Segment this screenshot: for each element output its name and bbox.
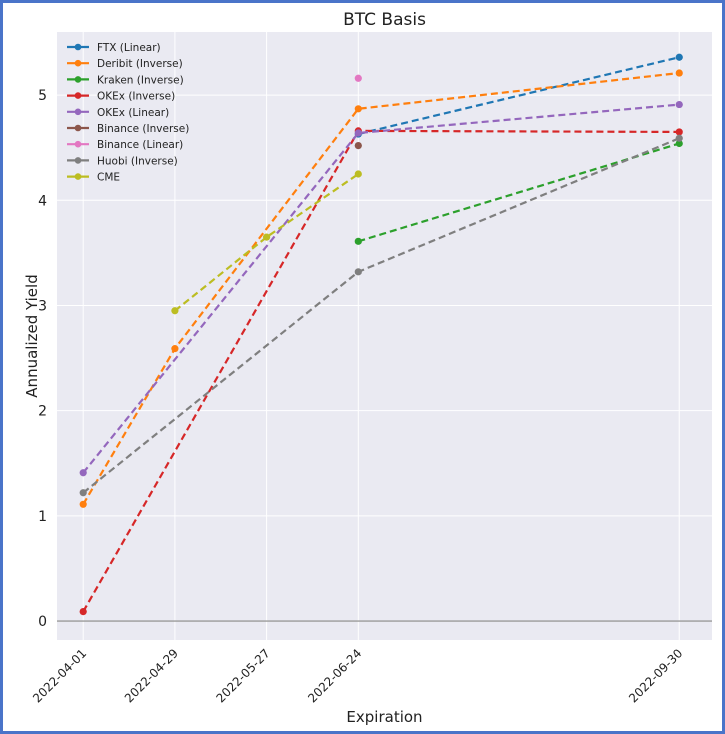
legend-label-binance-linear: Binance (Linear) [97, 139, 183, 151]
legend-marker-ftx-linear [74, 43, 82, 51]
data-point-huobi-inverse [675, 134, 683, 142]
series-line-deribit-inverse [82, 71, 680, 505]
x-tick-label: 2022-04-01 [30, 646, 89, 705]
series-line-okex-linear [82, 103, 680, 474]
data-point-huobi-inverse [79, 489, 87, 497]
data-point-deribit-inverse [171, 345, 179, 353]
legend-marker-cme [74, 173, 82, 180]
data-point-okex-linear [79, 469, 87, 477]
legend-label-deribit-inverse: Deribit (Inverse) [97, 58, 183, 70]
y-axis-label: Annualized Yield [23, 274, 41, 397]
data-point-deribit-inverse [79, 500, 87, 508]
series-line-cme [174, 173, 359, 312]
data-point-kraken-inverse [675, 139, 683, 148]
plot-area [57, 32, 712, 640]
series-line-ftx-linear [358, 56, 680, 136]
legend-label-okex-linear: OKEx (Linear) [97, 107, 169, 119]
data-point-kraken-inverse [354, 237, 362, 245]
data-point-okex-linear [354, 129, 362, 137]
legend-marker-kraken-inverse [74, 76, 82, 83]
legend-label-binance-inverse: Binance (Inverse) [97, 123, 189, 135]
chart-title: BTC Basis [343, 10, 426, 30]
legend-label-okex-inverse: OKEx (Inverse) [97, 91, 175, 103]
y-tick-label: 5 [38, 88, 47, 104]
legend-marker-okex-linear [74, 108, 82, 116]
y-tick-label: 2 [38, 404, 47, 420]
x-tick-label: 2022-09-30 [626, 646, 685, 705]
legend-label-ftx-linear: FTX (Linear) [97, 42, 161, 54]
legend-marker-binance-linear [74, 140, 82, 148]
legend-marker-okex-inverse [74, 92, 82, 99]
data-point-cme [263, 233, 271, 241]
x-tick-label: 2022-06-24 [305, 646, 364, 705]
data-point-huobi-inverse [354, 268, 362, 276]
data-point-okex-inverse [675, 128, 683, 136]
data-point-binance-inverse [354, 142, 362, 150]
legend-marker-deribit-inverse [74, 59, 82, 67]
y-tick-label: 1 [38, 509, 47, 525]
legend-marker-binance-inverse [74, 124, 82, 132]
data-point-okex-inverse [79, 607, 87, 616]
y-tick-label: 0 [38, 614, 47, 630]
y-tick-label: 4 [38, 193, 47, 209]
data-point-okex-linear [675, 100, 683, 109]
x-tick-label: 2022-05-27 [214, 646, 273, 705]
data-point-binance-linear [354, 74, 362, 82]
y-tick-label: 3 [38, 298, 47, 314]
data-point-deribit-inverse [675, 69, 683, 77]
x-axis-label: Expiration [346, 708, 422, 726]
legend-marker-huobi-inverse [74, 157, 82, 164]
legend-label-huobi-inverse: Huobi (Inverse) [97, 155, 178, 167]
legend-label-kraken-inverse: Kraken (Inverse) [97, 74, 184, 86]
data-point-cme [171, 307, 179, 315]
data-point-cme [354, 170, 362, 178]
x-tick-label: 2022-04-29 [122, 646, 181, 705]
data-point-deribit-inverse [354, 105, 362, 113]
data-point-ftx-linear [675, 53, 683, 61]
legend-label-cme: CME [97, 172, 120, 184]
